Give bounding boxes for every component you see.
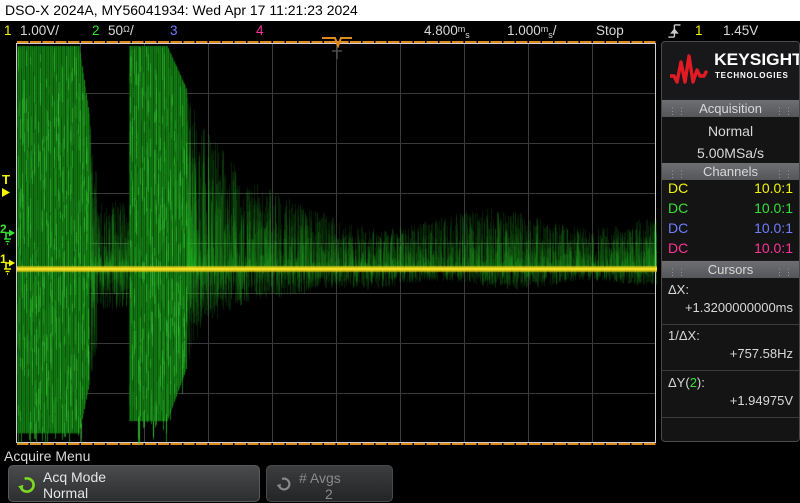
svg-text:T: T (2, 172, 10, 187)
